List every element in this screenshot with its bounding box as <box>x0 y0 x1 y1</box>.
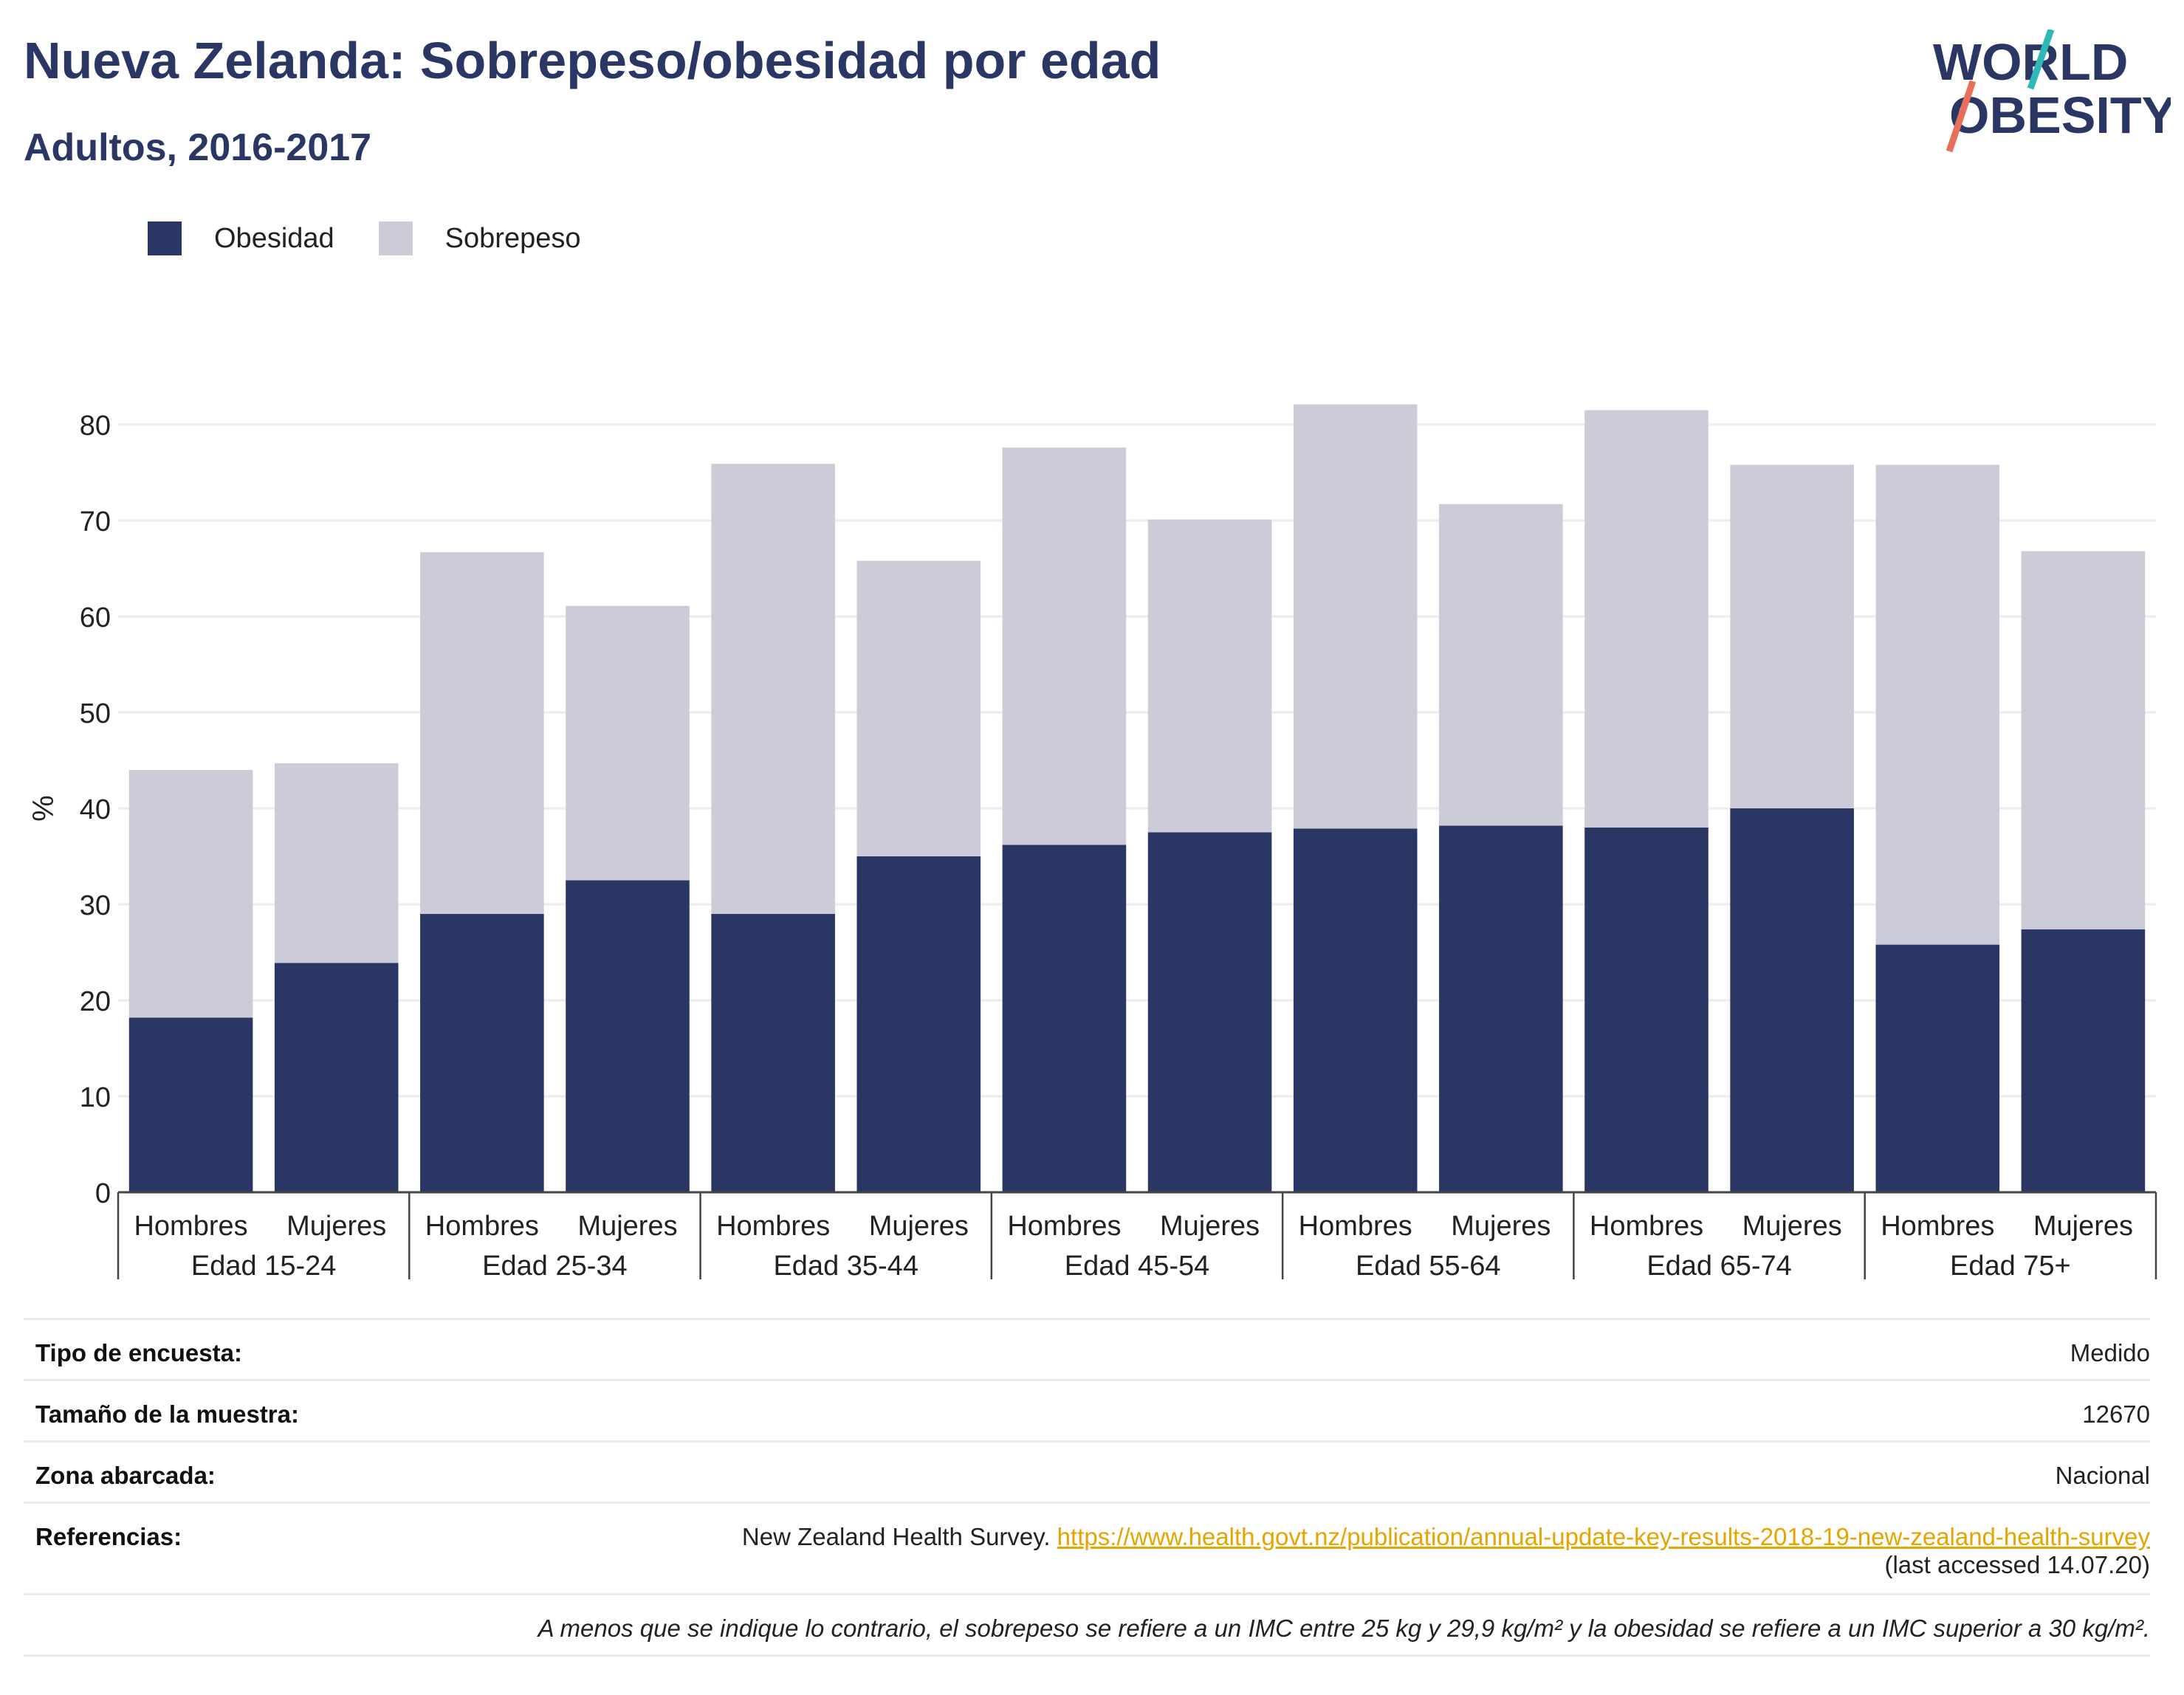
bar-obesity <box>1293 828 1418 1192</box>
chart-title: Nueva Zelanda: Sobrepeso/obesidad por ed… <box>24 32 1161 89</box>
references-value: New Zealand Health Survey. https://www.h… <box>742 1523 2150 1579</box>
y-tick-label: 80 <box>80 410 111 441</box>
bar-overweight <box>856 560 981 856</box>
world-obesity-logo: WORLD OBESITY <box>1933 30 2171 153</box>
x-group-label: Edad 15-24 <box>191 1251 337 1282</box>
bar-overweight <box>1730 464 1854 808</box>
bar-overweight <box>1147 519 1272 833</box>
y-tick-label: 0 <box>95 1178 111 1209</box>
bar-overweight <box>1439 503 1563 826</box>
x-subcategory-label: Hombres <box>425 1211 539 1242</box>
bar-overweight <box>274 763 399 963</box>
chart-legend: Obesidad Sobrepeso <box>148 221 625 255</box>
legend-item-overweight: Sobrepeso <box>378 221 581 255</box>
legend-swatch-overweight <box>378 221 413 255</box>
y-axis-title: % <box>27 795 60 822</box>
chart-subtitle: Adultos, 2016-2017 <box>24 126 372 169</box>
x-subcategory-label: Mujeres <box>869 1211 969 1242</box>
x-subcategory-label: Hombres <box>1590 1211 1703 1242</box>
bar-obesity <box>566 880 690 1192</box>
x-group-label: Edad 25-34 <box>482 1251 628 1282</box>
references-label: Referencias: <box>35 1523 182 1550</box>
area-value: Nacional <box>2055 1462 2150 1489</box>
x-subcategory-label: Mujeres <box>1451 1211 1551 1242</box>
bar-overweight <box>711 464 835 914</box>
x-group-label: Edad 55-64 <box>1356 1251 1501 1282</box>
survey-type-value: Medido <box>2070 1339 2150 1366</box>
bar-overweight <box>1002 447 1127 845</box>
x-subcategory-label: Mujeres <box>2033 1211 2133 1242</box>
y-tick-label: 50 <box>80 698 111 729</box>
references-line: New Zealand Health Survey. https://www.h… <box>742 1523 2150 1551</box>
bar-obesity <box>2021 929 2146 1192</box>
bar-obesity <box>1439 825 1563 1192</box>
x-group-label: Edad 75+ <box>1950 1251 2071 1282</box>
bar-obesity <box>420 914 544 1192</box>
y-tick-label: 40 <box>80 794 111 825</box>
sample-size-label: Tamaño de la muestra: <box>35 1400 299 1428</box>
definition-note: A menos que se indique lo contrario, el … <box>538 1615 2150 1642</box>
references-text: New Zealand Health Survey. <box>741 1523 1051 1550</box>
logo-text-obesity: OBESITY <box>1949 86 2171 144</box>
bar-obesity <box>1730 808 1854 1192</box>
x-group-label: Edad 65-74 <box>1646 1251 1792 1282</box>
legend-swatch-obesity <box>148 221 182 255</box>
bar-overweight <box>2021 551 2146 929</box>
bar-obesity <box>1584 828 1709 1192</box>
x-group-label: Edad 45-54 <box>1065 1251 1210 1282</box>
bar-obesity <box>1002 845 1127 1192</box>
sample-size-value: 12670 <box>2082 1400 2150 1428</box>
y-tick-label: 70 <box>80 506 111 537</box>
bar-obesity <box>1147 832 1272 1192</box>
x-subcategory-label: Hombres <box>1881 1211 1994 1242</box>
x-subcategory-label: Mujeres <box>577 1211 677 1242</box>
y-tick-label: 20 <box>80 986 111 1017</box>
bar-obesity <box>1875 944 2000 1192</box>
legend-label-overweight: Sobrepeso <box>444 222 581 254</box>
bar-obesity <box>856 856 981 1192</box>
survey-info-table: Tipo de encuesta: Medido Tamaño de la mu… <box>24 1318 2150 1657</box>
survey-type-label: Tipo de encuesta: <box>35 1339 242 1366</box>
x-subcategory-label: Hombres <box>716 1211 830 1242</box>
info-row-sample-size: Tamaño de la muestra: 12670 <box>24 1379 2150 1440</box>
info-row-survey-type: Tipo de encuesta: Medido <box>24 1318 2150 1379</box>
x-subcategory-label: Hombres <box>1299 1211 1412 1242</box>
y-tick-label: 10 <box>80 1082 111 1113</box>
info-row-area: Zona abarcada: Nacional <box>24 1440 2150 1502</box>
references-link[interactable]: https://www.health.govt.nz/publication/a… <box>1057 1523 2150 1550</box>
info-row-references: Referencias: New Zealand Health Survey. … <box>24 1502 2150 1593</box>
y-tick-label: 30 <box>80 890 111 921</box>
y-tick-label: 60 <box>80 602 111 633</box>
info-row-note: A menos que se indique lo contrario, el … <box>24 1593 2150 1657</box>
references-accessed: (last accessed 14.07.20) <box>1884 1551 2150 1578</box>
bar-overweight <box>128 770 253 1018</box>
logo-slash-coral <box>1946 80 1977 153</box>
x-subcategory-label: Hombres <box>134 1211 247 1242</box>
x-subcategory-label: Hombres <box>1007 1211 1121 1242</box>
area-label: Zona abarcada: <box>35 1462 216 1489</box>
bar-obesity <box>274 963 399 1192</box>
bar-overweight <box>1875 464 2000 945</box>
logo-slash-teal <box>2027 30 2055 90</box>
bar-overweight <box>420 551 544 914</box>
stacked-bar-chart: 0 10 20 30 40 50 60 70 80% Hombres Mujeres Edad 15-… <box>27 404 2157 1282</box>
legend-item-obesity: Obesidad <box>148 221 334 255</box>
legend-label-obesity: Obesidad <box>214 222 334 254</box>
x-subcategory-label: Mujeres <box>286 1211 386 1242</box>
x-subcategory-label: Mujeres <box>1160 1211 1260 1242</box>
bar-obesity <box>128 1017 253 1192</box>
x-subcategory-label: Mujeres <box>1742 1211 1842 1242</box>
bar-overweight <box>1584 410 1709 828</box>
x-group-label: Edad 35-44 <box>773 1251 918 1282</box>
bar-overweight <box>566 605 690 881</box>
bar-overweight <box>1293 404 1418 829</box>
bar-obesity <box>711 914 835 1192</box>
